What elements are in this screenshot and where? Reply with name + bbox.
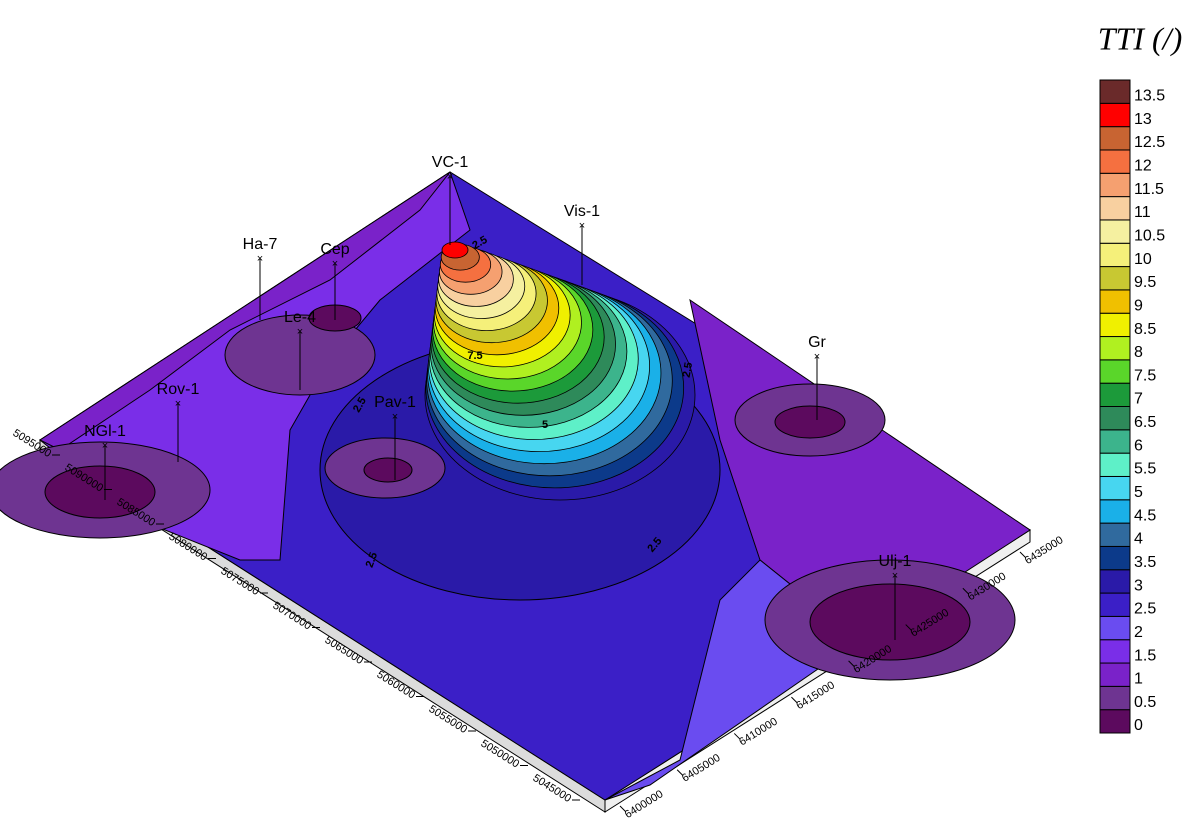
colorbar-box xyxy=(1099,709,1131,734)
colorbar-box xyxy=(1099,196,1131,221)
colorbar-box xyxy=(1099,172,1131,198)
contour-label: 5 xyxy=(542,419,548,431)
chart-title: TTI (/) xyxy=(1098,20,1182,56)
colorbar-label: 10 xyxy=(1134,251,1152,268)
colorbar-label: 11 xyxy=(1134,204,1151,221)
well-label: Ha-7 xyxy=(243,236,278,253)
colorbar-label: 4 xyxy=(1134,531,1143,548)
colorbar-box xyxy=(1099,382,1131,407)
colorbar-box xyxy=(1099,219,1131,244)
colorbar-label: 6 xyxy=(1134,437,1143,454)
tick-mark xyxy=(791,696,798,704)
colorbar-label: 5.5 xyxy=(1134,461,1156,478)
contour-band xyxy=(441,241,469,259)
colorbar-box xyxy=(1099,452,1131,477)
well-marker: × xyxy=(102,440,108,452)
colorbar-label: 4.5 xyxy=(1134,507,1156,524)
well-label: Gr xyxy=(808,334,826,351)
colorbar-box xyxy=(1099,79,1131,104)
well-marker: × xyxy=(892,570,898,582)
colorbar-label: 10.5 xyxy=(1134,227,1165,244)
well-label: VC-1 xyxy=(432,154,469,171)
tick-mark xyxy=(676,769,684,777)
colorbar-label: 13.5 xyxy=(1134,88,1165,105)
well-marker: × xyxy=(257,253,263,265)
colorbar-label: 9 xyxy=(1134,297,1143,314)
colorbar-label: 0.5 xyxy=(1134,694,1156,711)
well-label: Cep xyxy=(320,241,349,258)
colorbar-label: 12 xyxy=(1134,158,1152,175)
labels: ×NGl-1×Rov-1×Ha-7×Cep×Le-4×VC-1×Vis-1×Pa… xyxy=(84,154,912,640)
colorbar-label: 1.5 xyxy=(1134,647,1156,664)
colorbar-label: 5 xyxy=(1134,484,1143,501)
well-marker: × xyxy=(392,411,398,423)
tick-mark xyxy=(733,733,741,740)
colorbar-label: 11.5 xyxy=(1134,181,1164,198)
colorbar-label: 8.5 xyxy=(1134,321,1156,338)
colorbar-label: 13 xyxy=(1134,111,1152,128)
well-label: Rov-1 xyxy=(157,381,200,398)
well-marker: × xyxy=(332,258,338,270)
colorbar-box xyxy=(1099,406,1131,431)
region xyxy=(44,465,156,519)
colorbar-box xyxy=(1099,149,1131,174)
colorbar-box xyxy=(1099,639,1131,664)
well-marker: × xyxy=(579,220,585,232)
region xyxy=(774,405,846,439)
peak xyxy=(424,241,696,501)
colorbar-label: 7.5 xyxy=(1134,367,1156,384)
colorbar-box xyxy=(1099,475,1131,501)
well-marker: × xyxy=(297,326,303,338)
contour-label: 7.5 xyxy=(467,350,482,362)
colorbar-box xyxy=(1099,336,1131,361)
well-marker: × xyxy=(447,171,453,183)
region xyxy=(38,171,451,451)
contour-label: 2.5 xyxy=(364,551,381,569)
colorbar-box xyxy=(1099,615,1131,641)
colorbar-box xyxy=(1099,266,1131,291)
region xyxy=(809,583,971,661)
well-label: Le-4 xyxy=(284,309,316,326)
colorbar-box xyxy=(1099,312,1131,338)
region xyxy=(363,457,413,483)
well-label: NGl-1 xyxy=(84,423,126,440)
colorbar-box xyxy=(1099,429,1131,454)
colorbar-box xyxy=(1099,545,1131,571)
colorbar-box xyxy=(1099,242,1131,268)
colorbar-box xyxy=(1099,522,1131,547)
colorbar-label: 8 xyxy=(1134,344,1143,361)
contour-label: 2.5 xyxy=(681,361,695,378)
colorbar-label: 6.5 xyxy=(1134,414,1156,431)
colorbar-box xyxy=(1099,499,1131,524)
colorbar-box xyxy=(1099,592,1131,617)
colorbar-label: 3 xyxy=(1134,577,1143,594)
tick-mark xyxy=(619,805,627,813)
colorbar-box xyxy=(1099,662,1131,687)
well-marker: × xyxy=(175,398,181,410)
well-label: Pav-1 xyxy=(374,394,416,411)
colorbar-box xyxy=(1099,289,1131,314)
colorbar-label: 2 xyxy=(1134,624,1143,641)
colorbar-box xyxy=(1099,102,1131,128)
well-marker: × xyxy=(814,351,820,363)
colorbar-box xyxy=(1099,126,1131,151)
colorbar-box xyxy=(1099,569,1131,594)
colorbar-label: 12.5 xyxy=(1134,134,1165,151)
colorbar-label: 3.5 xyxy=(1134,554,1156,571)
colorbar-box xyxy=(1099,685,1131,711)
tick-mark xyxy=(962,587,970,595)
tick-mark xyxy=(1019,551,1027,559)
colorbar-label: 9.5 xyxy=(1134,274,1156,291)
colorbar-label: 0 xyxy=(1134,717,1143,734)
well-label: Ulj-1 xyxy=(879,553,912,570)
colorbar-label: 1 xyxy=(1134,671,1143,688)
colorbar-box xyxy=(1099,359,1131,384)
well-label: Vis-1 xyxy=(564,203,600,220)
colorbar-label: 2.5 xyxy=(1134,601,1156,618)
tick-mark xyxy=(848,660,855,668)
colorbar-label: 7 xyxy=(1134,391,1143,408)
tick-mark xyxy=(905,624,913,631)
